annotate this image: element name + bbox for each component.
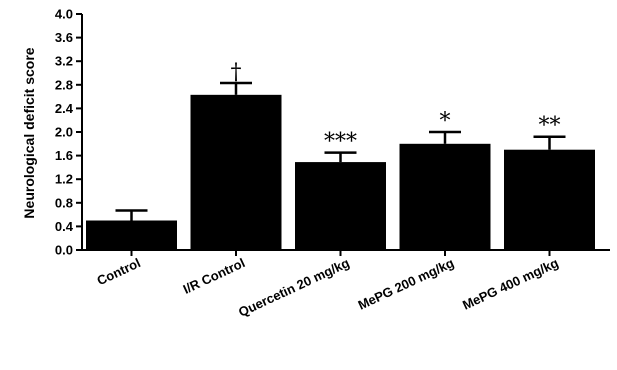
significance-marker: ** [539,114,561,139]
bar [295,162,386,250]
significance-marker: *** [324,130,357,155]
y-tick-label: 2.8 [55,77,73,92]
x-tick-label: MePG 400 mg/kg [460,255,561,313]
y-tick-label: 4.0 [55,7,73,22]
y-tick-label: 0.8 [55,195,73,210]
significance-marker: * [440,109,451,134]
bar [504,149,595,250]
y-tick-label: 2.4 [55,101,74,116]
bar [86,220,177,250]
x-tick-label: I/R Control [181,255,248,297]
significance-marker: † [231,60,242,85]
bar [190,94,282,250]
y-tick-label: 0.4 [55,219,74,234]
x-tick-label: MePG 200 mg/kg [356,255,457,313]
y-axis-label: Neurological deficit score [21,47,37,218]
y-tick-label: 3.2 [55,54,73,69]
y-axis: 0.0 0.4 0.8 1.2 1.6 2.0 2.4 2.8 3.2 3.6 4.0 [55,7,83,258]
x-tick-label: Control [95,255,143,288]
y-tick-label: 1.6 [55,148,73,163]
x-tick-label: Quercetin 20 mg/kg [236,255,352,320]
bars: †**** ** [86,60,595,250]
y-tick-label: 3.6 [55,30,73,45]
y-tick-label: 0.0 [55,243,73,258]
y-tick-label: 2.0 [55,125,73,140]
bar [399,143,491,250]
y-tick-label: 1.2 [55,172,73,187]
